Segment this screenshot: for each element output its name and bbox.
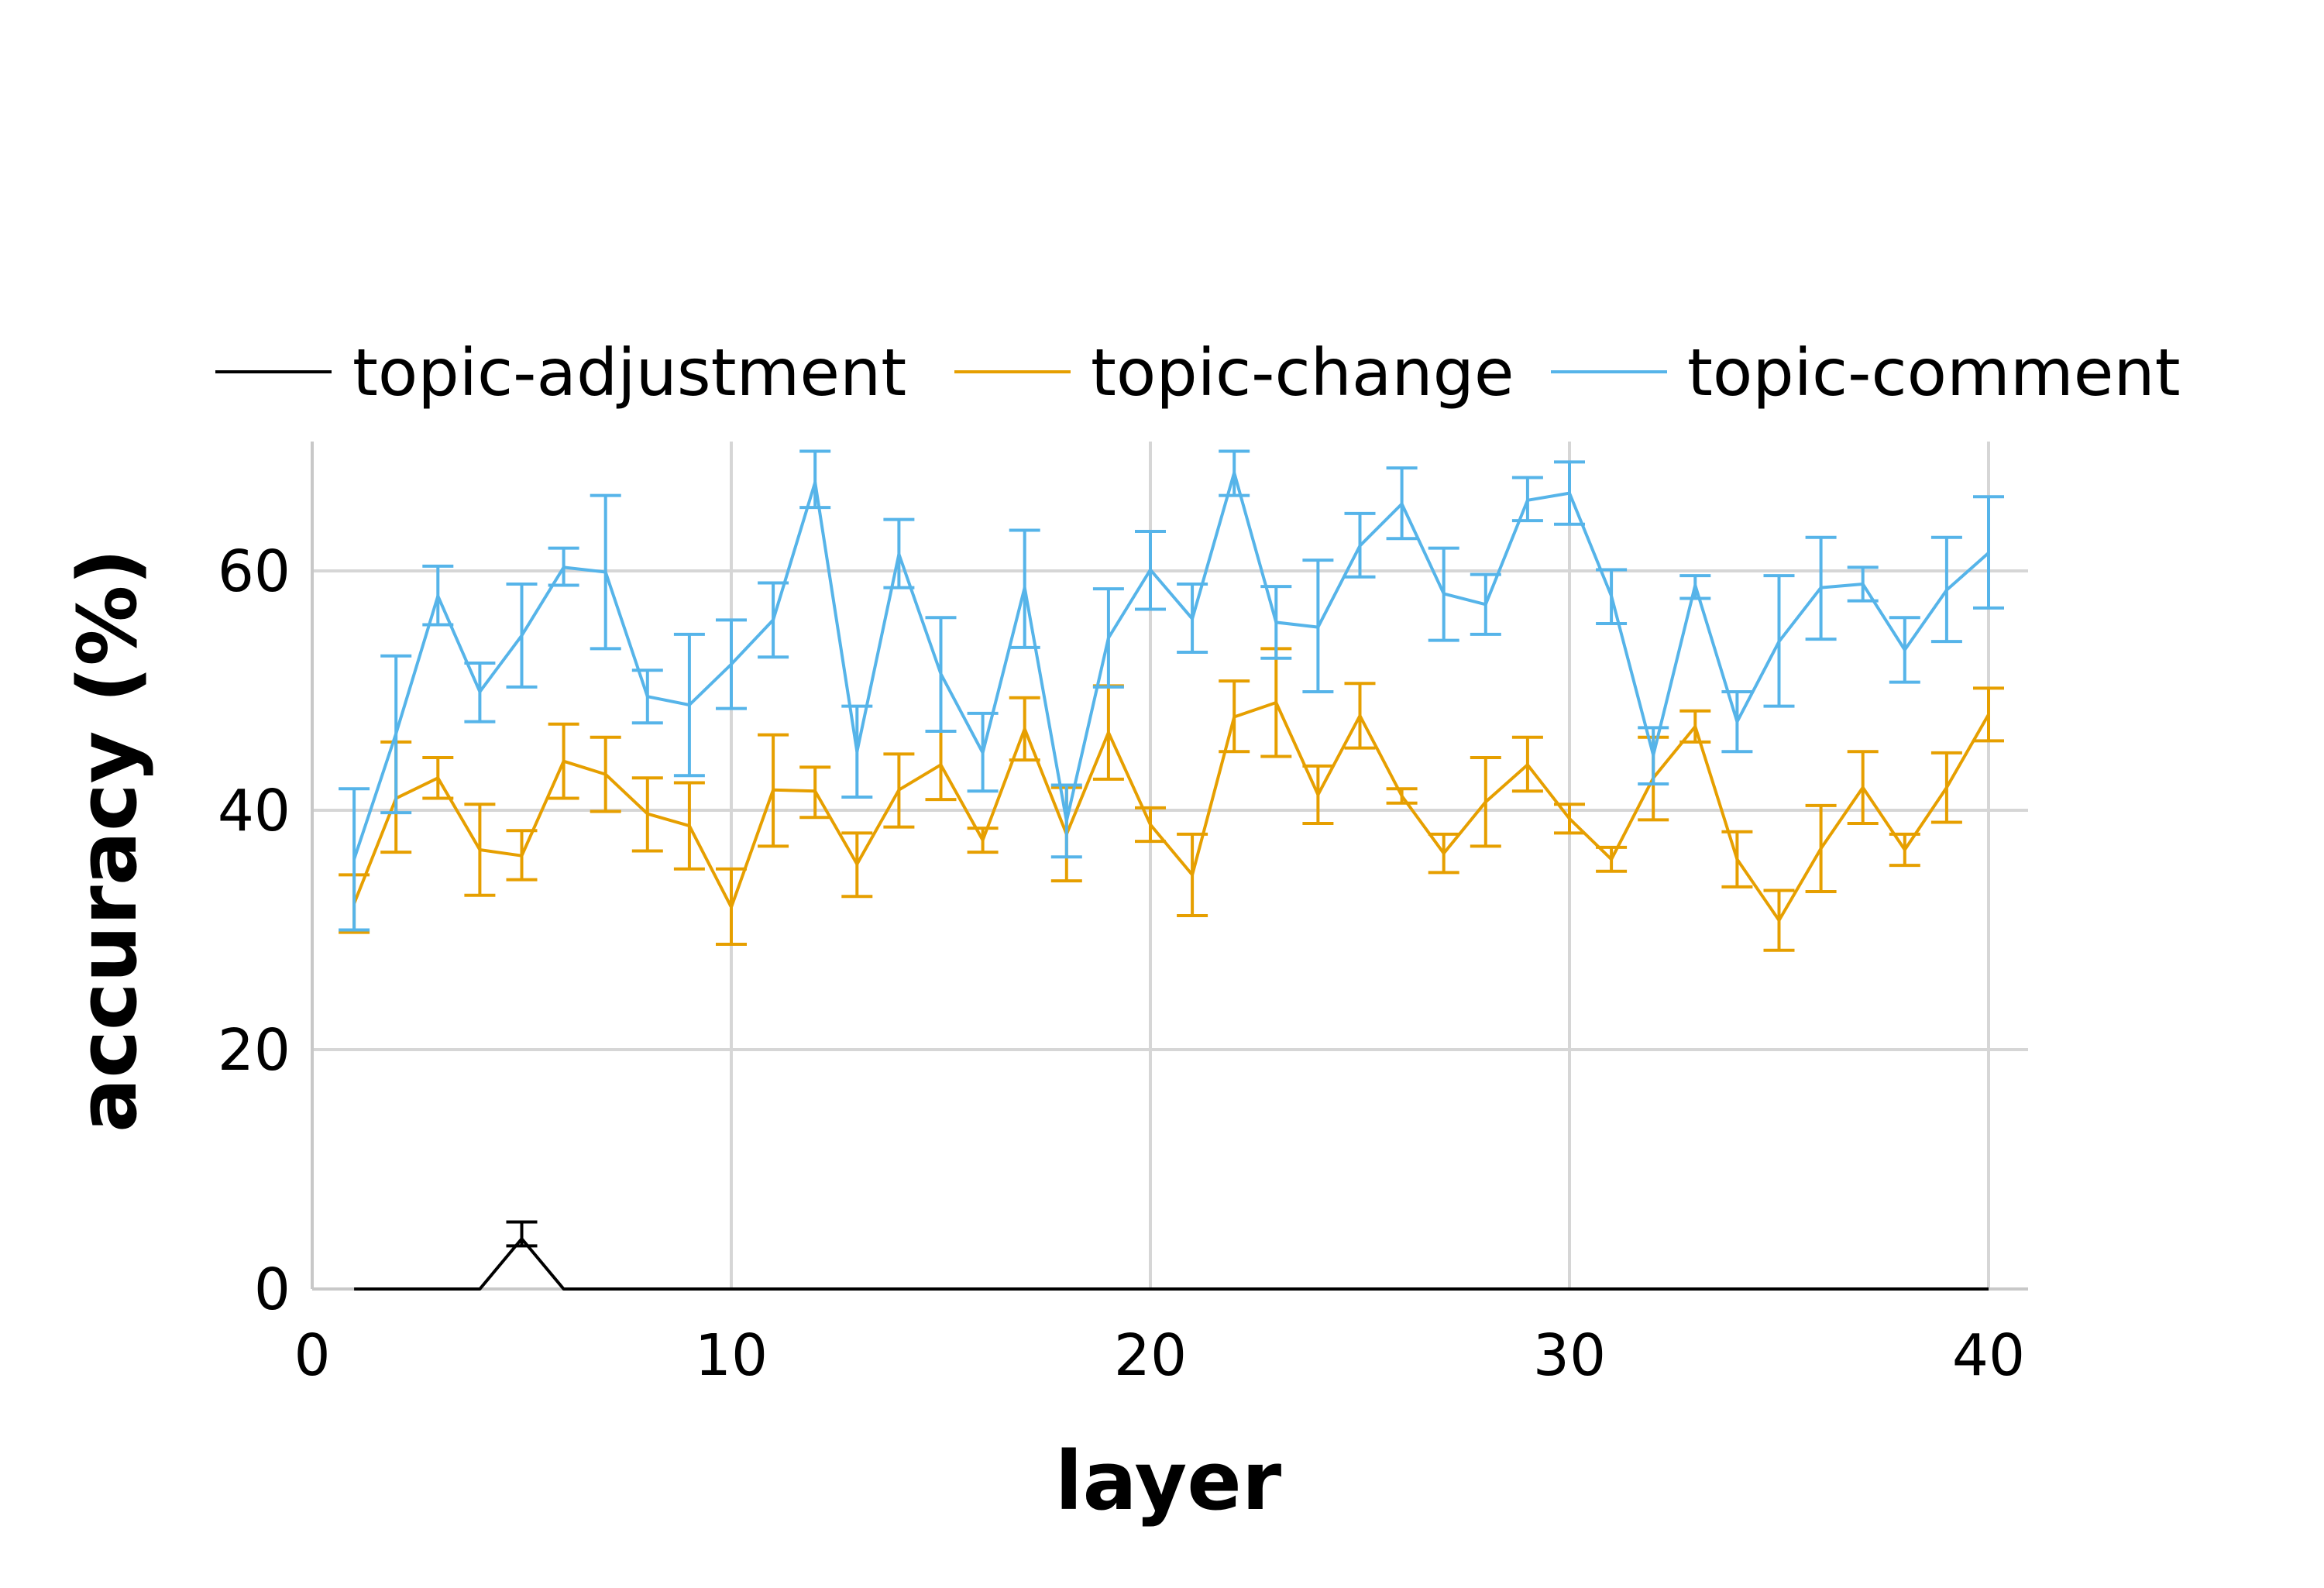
x-tick-label: 0: [294, 1322, 330, 1389]
y-tick-label: 40: [218, 778, 290, 844]
y-tick-label: 60: [218, 538, 290, 605]
y-axis-title: accuracy (%): [60, 548, 155, 1133]
y-tick-label: 0: [254, 1256, 290, 1323]
x-tick-label: 40: [1952, 1322, 2025, 1389]
series-line-topic-comment: [352, 471, 1990, 860]
x-tick-label: 20: [1114, 1322, 1187, 1389]
axes: 0 10 20 30 40 0 20 40 60: [218, 442, 2028, 1389]
series-topic-change: [339, 647, 2004, 952]
y-tick-label: 20: [218, 1017, 290, 1084]
error-bar: [1973, 495, 2004, 610]
x-axis-title: layer: [1055, 1434, 1281, 1528]
series-line-topic-change: [352, 701, 1990, 923]
error-bar: [799, 449, 831, 510]
data-series: [339, 449, 2004, 1291]
error-bar: [339, 787, 370, 932]
legend-item-topic-adjustment: topic-adjustment: [215, 335, 906, 411]
series-topic-adjustment: [354, 1220, 1989, 1291]
legend-item-topic-comment: topic-comment: [1551, 335, 2181, 411]
x-tick-label: 10: [695, 1322, 768, 1389]
legend-item-topic-change: topic-change: [954, 335, 1514, 411]
error-bar: [506, 1220, 538, 1248]
legend-label: topic-comment: [1687, 335, 2181, 411]
legend: topic-adjustment topic-change topic-commen…: [215, 335, 2181, 411]
legend-label: topic-change: [1091, 335, 1514, 411]
series-line-topic-adjustment: [354, 1237, 1989, 1291]
x-tick-label: 30: [1533, 1322, 1606, 1389]
series-topic-comment: [339, 449, 2004, 932]
legend-label: topic-adjustment: [352, 335, 906, 411]
